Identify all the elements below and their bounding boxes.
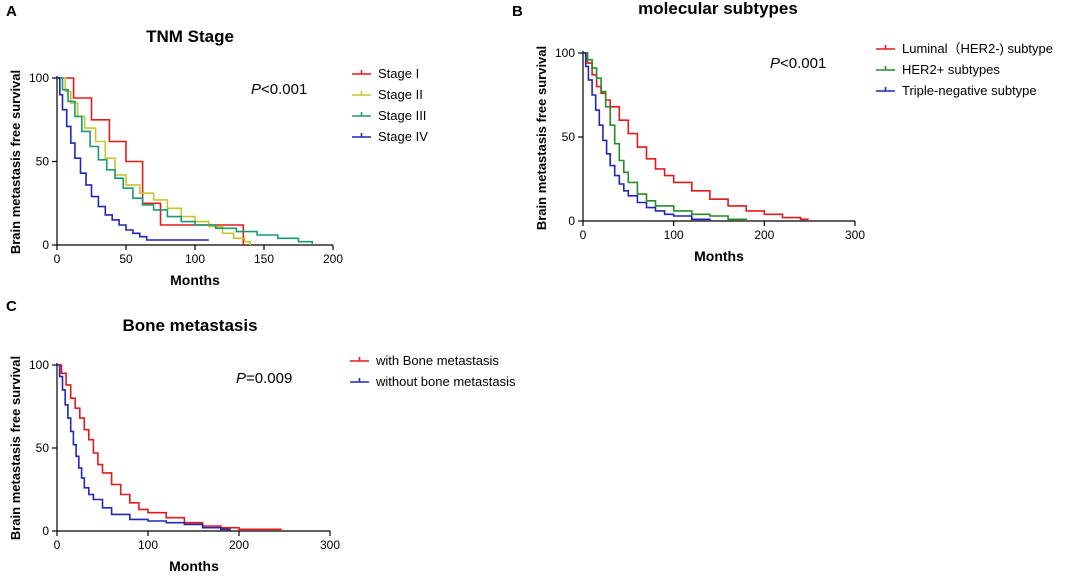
y-tick-label: 100	[555, 46, 575, 60]
panel-letter: B	[512, 3, 523, 20]
survival-curve-3	[57, 77, 314, 245]
legend-entry: with Bone metastasis	[375, 353, 499, 368]
x-axis-label: Months	[694, 248, 744, 264]
y-axis-label: Brain metastasis free survival	[8, 70, 23, 254]
x-axis-label: Months	[170, 272, 220, 288]
y-tick-label: 50	[36, 441, 50, 455]
legend-entry: Stage I	[378, 66, 419, 81]
panel-letter: C	[6, 298, 17, 315]
x-tick-label: 150	[254, 252, 274, 266]
y-tick-label: 100	[29, 71, 49, 85]
survival-curve-2	[57, 77, 251, 245]
legend-entry: HER2+ subtypes	[902, 62, 1000, 77]
x-tick-label: 50	[119, 252, 133, 266]
y-tick-label: 0	[42, 524, 49, 538]
x-tick-label: 100	[664, 228, 684, 242]
x-tick-label: 0	[54, 538, 61, 552]
x-tick-label: 0	[54, 252, 61, 266]
survival-curve-1	[57, 77, 245, 245]
p-value-number: <0.001	[261, 81, 307, 98]
chart-title: molecular subtypes	[638, 0, 798, 18]
x-tick-label: 200	[323, 252, 343, 266]
p-value-symbol: P	[251, 81, 261, 98]
panel-a: A TNM Stage Brain metastasis free survival…	[6, 3, 428, 288]
legend-entry: Stage II	[378, 87, 423, 102]
legend-entry: Stage III	[378, 108, 426, 123]
survival-curve-3	[583, 52, 711, 221]
x-tick-label: 200	[229, 538, 249, 552]
survival-curve-2	[57, 364, 231, 531]
x-tick-label: 300	[320, 538, 340, 552]
legend-entry: Stage IV	[378, 129, 428, 144]
legend-entry: Triple-negative subtype	[902, 83, 1037, 98]
survival-curve-1	[57, 364, 282, 531]
p-value: P=0.009	[236, 370, 292, 387]
chart-title: TNM Stage	[146, 27, 234, 46]
p-value-symbol: P	[770, 55, 780, 72]
x-tick-label: 100	[138, 538, 158, 552]
y-tick-label: 50	[562, 130, 576, 144]
x-tick-label: 300	[845, 228, 865, 242]
legend: with Bone metastasis without bone metasta…	[350, 353, 516, 389]
panel-letter: A	[6, 3, 17, 20]
x-axis-label: Months	[169, 558, 219, 574]
survival-curve-4	[57, 77, 209, 241]
legend-entry: Luminal（HER2-) subtype	[902, 41, 1053, 56]
p-value-number: =0.009	[246, 370, 292, 387]
y-tick-label: 50	[36, 155, 50, 169]
p-value: P<0.001	[251, 81, 307, 98]
p-value: P<0.001	[770, 55, 826, 72]
legend: Luminal（HER2-) subtype HER2+ subtypes Trip…	[876, 41, 1053, 98]
x-tick-label: 100	[185, 252, 205, 266]
legend-entry: without bone metastasis	[375, 374, 516, 389]
x-tick-label: 200	[754, 228, 774, 242]
y-tick-label: 0	[568, 214, 575, 228]
p-value-number: <0.001	[780, 55, 826, 72]
survival-curve-1	[583, 52, 809, 221]
panel-c: C Bone metastasis Brain metastasis free su…	[6, 298, 516, 574]
p-value-symbol: P	[236, 370, 246, 387]
x-tick-label: 0	[580, 228, 587, 242]
survival-curve-2	[583, 52, 747, 221]
legend: Stage I Stage II Stage III Stage IV	[352, 66, 428, 144]
y-tick-label: 100	[29, 358, 49, 372]
y-axis-label: Brain metastasis free survival	[534, 46, 549, 230]
chart-title: Bone metastasis	[122, 316, 257, 335]
y-axis-label: Brain metastasis free survival	[8, 356, 23, 540]
y-tick-label: 0	[42, 238, 49, 252]
